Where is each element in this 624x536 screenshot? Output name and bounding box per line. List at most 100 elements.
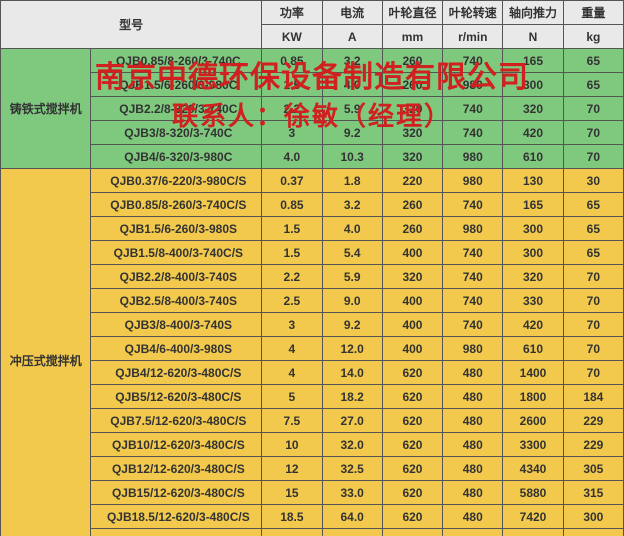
model-cell: QJB1.5/6-260/3-980S (91, 217, 262, 241)
value-cell: 1.5 (262, 217, 322, 241)
value-cell: 27.0 (322, 409, 382, 433)
value-cell: 740 (443, 193, 503, 217)
value-cell: 2.2 (262, 97, 322, 121)
value-cell: 260 (382, 73, 442, 97)
model-cell: QJB10/12-620/3-480C/S (91, 433, 262, 457)
table-row: QJB7.5/12-620/3-480C/S7.527.062048026002… (1, 409, 624, 433)
value-cell: 4.0 (322, 73, 382, 97)
model-cell: QJB7.5/12-620/3-480C/S (91, 409, 262, 433)
table-row: QJB2.5/8-400/3-740S2.59.040074033070 (1, 289, 624, 313)
value-cell: 4340 (503, 457, 563, 481)
value-cell: 740 (443, 289, 503, 313)
table-row: QJB5/12-620/3-480C/S518.26204801800184 (1, 385, 624, 409)
model-cell: QJB1.5/8-400/3-740C/S (91, 241, 262, 265)
value-cell: 10.3 (322, 145, 382, 169)
value-cell: 7420 (503, 505, 563, 529)
value-cell: 300 (503, 217, 563, 241)
value-cell: 14.0 (322, 361, 382, 385)
header-model: 型号 (1, 1, 262, 49)
value-cell: 740 (443, 97, 503, 121)
value-cell: 480 (443, 457, 503, 481)
value-cell: 320 (382, 145, 442, 169)
value-cell: 12 (262, 457, 322, 481)
value-cell: 620 (382, 505, 442, 529)
model-cell: QJB22/12-620/3-480C/S (91, 529, 262, 536)
value-cell: 32.5 (322, 457, 382, 481)
model-cell: QJB5/12-620/3-480C/S (91, 385, 262, 409)
header-speed: 叶轮转速 (443, 1, 503, 25)
model-cell: QJB3/8-400/3-740S (91, 313, 262, 337)
value-cell: 320 (503, 265, 563, 289)
value-cell: 400 (382, 289, 442, 313)
value-cell: 320 (382, 97, 442, 121)
table-row: QJB0.85/8-260/3-740C/S0.853.226074016565 (1, 193, 624, 217)
value-cell: 3 (262, 313, 322, 337)
unit-speed: r/min (443, 25, 503, 49)
table-row: QJB18.5/12-620/3-480C/S18.564.0620480742… (1, 505, 624, 529)
value-cell: 5.9 (322, 97, 382, 121)
value-cell: 400 (382, 313, 442, 337)
value-cell: 65 (563, 193, 623, 217)
value-cell: 260 (382, 49, 442, 73)
value-cell: 15 (262, 481, 322, 505)
value-cell: 70 (563, 265, 623, 289)
table-row: QJB2.2/8-400/3-740S2.25.932074032070 (1, 265, 624, 289)
value-cell: 620 (382, 361, 442, 385)
value-cell: 70 (563, 361, 623, 385)
value-cell: 10 (262, 433, 322, 457)
table-row: QJB15/12-620/3-480C/S1533.06204805880315 (1, 481, 624, 505)
value-cell: 3.2 (322, 193, 382, 217)
value-cell: 0.85 (262, 193, 322, 217)
value-cell: 8540 (503, 529, 563, 536)
model-cell: QJB0.85/8-260/3-740C (91, 49, 262, 73)
value-cell: 300 (563, 529, 623, 536)
unit-power: KW (262, 25, 322, 49)
model-cell: QJB1.5/6-260/3-980C (91, 73, 262, 97)
unit-thrust: N (503, 25, 563, 49)
value-cell: 22 (262, 529, 322, 536)
value-cell: 12.0 (322, 337, 382, 361)
table-row: 冲压式搅拌机QJB0.37/6-220/3-980C/S0.371.822098… (1, 169, 624, 193)
value-cell: 740 (443, 313, 503, 337)
table-row: QJB1.5/6-260/3-980S1.54.026098030065 (1, 217, 624, 241)
table-row: QJB1.5/8-400/3-740C/S1.55.440074030065 (1, 241, 624, 265)
header-power: 功率 (262, 1, 322, 25)
value-cell: 980 (443, 145, 503, 169)
value-cell: 70 (563, 145, 623, 169)
model-cell: QJB2.2/8-400/3-740S (91, 265, 262, 289)
value-cell: 70 (563, 97, 623, 121)
value-cell: 33.0 (322, 481, 382, 505)
value-cell: 5.4 (322, 241, 382, 265)
table-header: 型号 功率 电流 叶轮直径 叶轮转速 轴向推力 重量 KW A mm r/min… (1, 1, 624, 49)
table-row: QJB4/6-320/3-980C4.010.332098061070 (1, 145, 624, 169)
category-cell: 冲压式搅拌机 (1, 169, 91, 536)
value-cell: 18.2 (322, 385, 382, 409)
value-cell: 0.85 (262, 49, 322, 73)
value-cell: 300 (503, 241, 563, 265)
value-cell: 740 (443, 241, 503, 265)
unit-current: A (322, 25, 382, 49)
value-cell: 320 (382, 265, 442, 289)
value-cell: 420 (503, 313, 563, 337)
model-cell: QJB3/8-320/3-740C (91, 121, 262, 145)
value-cell: 5 (262, 385, 322, 409)
value-cell: 64.0 (322, 505, 382, 529)
value-cell: 4 (262, 361, 322, 385)
table-row: QJB2.2/8-320/3-740C2.25.932074032070 (1, 97, 624, 121)
value-cell: 2.5 (262, 289, 322, 313)
value-cell: 5.9 (322, 265, 382, 289)
value-cell: 260 (382, 217, 442, 241)
unit-diameter: mm (382, 25, 442, 49)
value-cell: 3.2 (322, 49, 382, 73)
value-cell: 480 (443, 433, 503, 457)
table-row: QJB4/12-620/3-480C/S414.0620480140070 (1, 361, 624, 385)
value-cell: 620 (382, 529, 442, 536)
value-cell: 300 (563, 505, 623, 529)
value-cell: 9.0 (322, 289, 382, 313)
model-cell: QJB4/6-320/3-980C (91, 145, 262, 169)
value-cell: 305 (563, 457, 623, 481)
value-cell: 480 (443, 361, 503, 385)
spec-table: 型号 功率 电流 叶轮直径 叶轮转速 轴向推力 重量 KW A mm r/min… (0, 0, 624, 536)
table-row: QJB10/12-620/3-480C/S1032.06204803300229 (1, 433, 624, 457)
value-cell: 620 (382, 457, 442, 481)
